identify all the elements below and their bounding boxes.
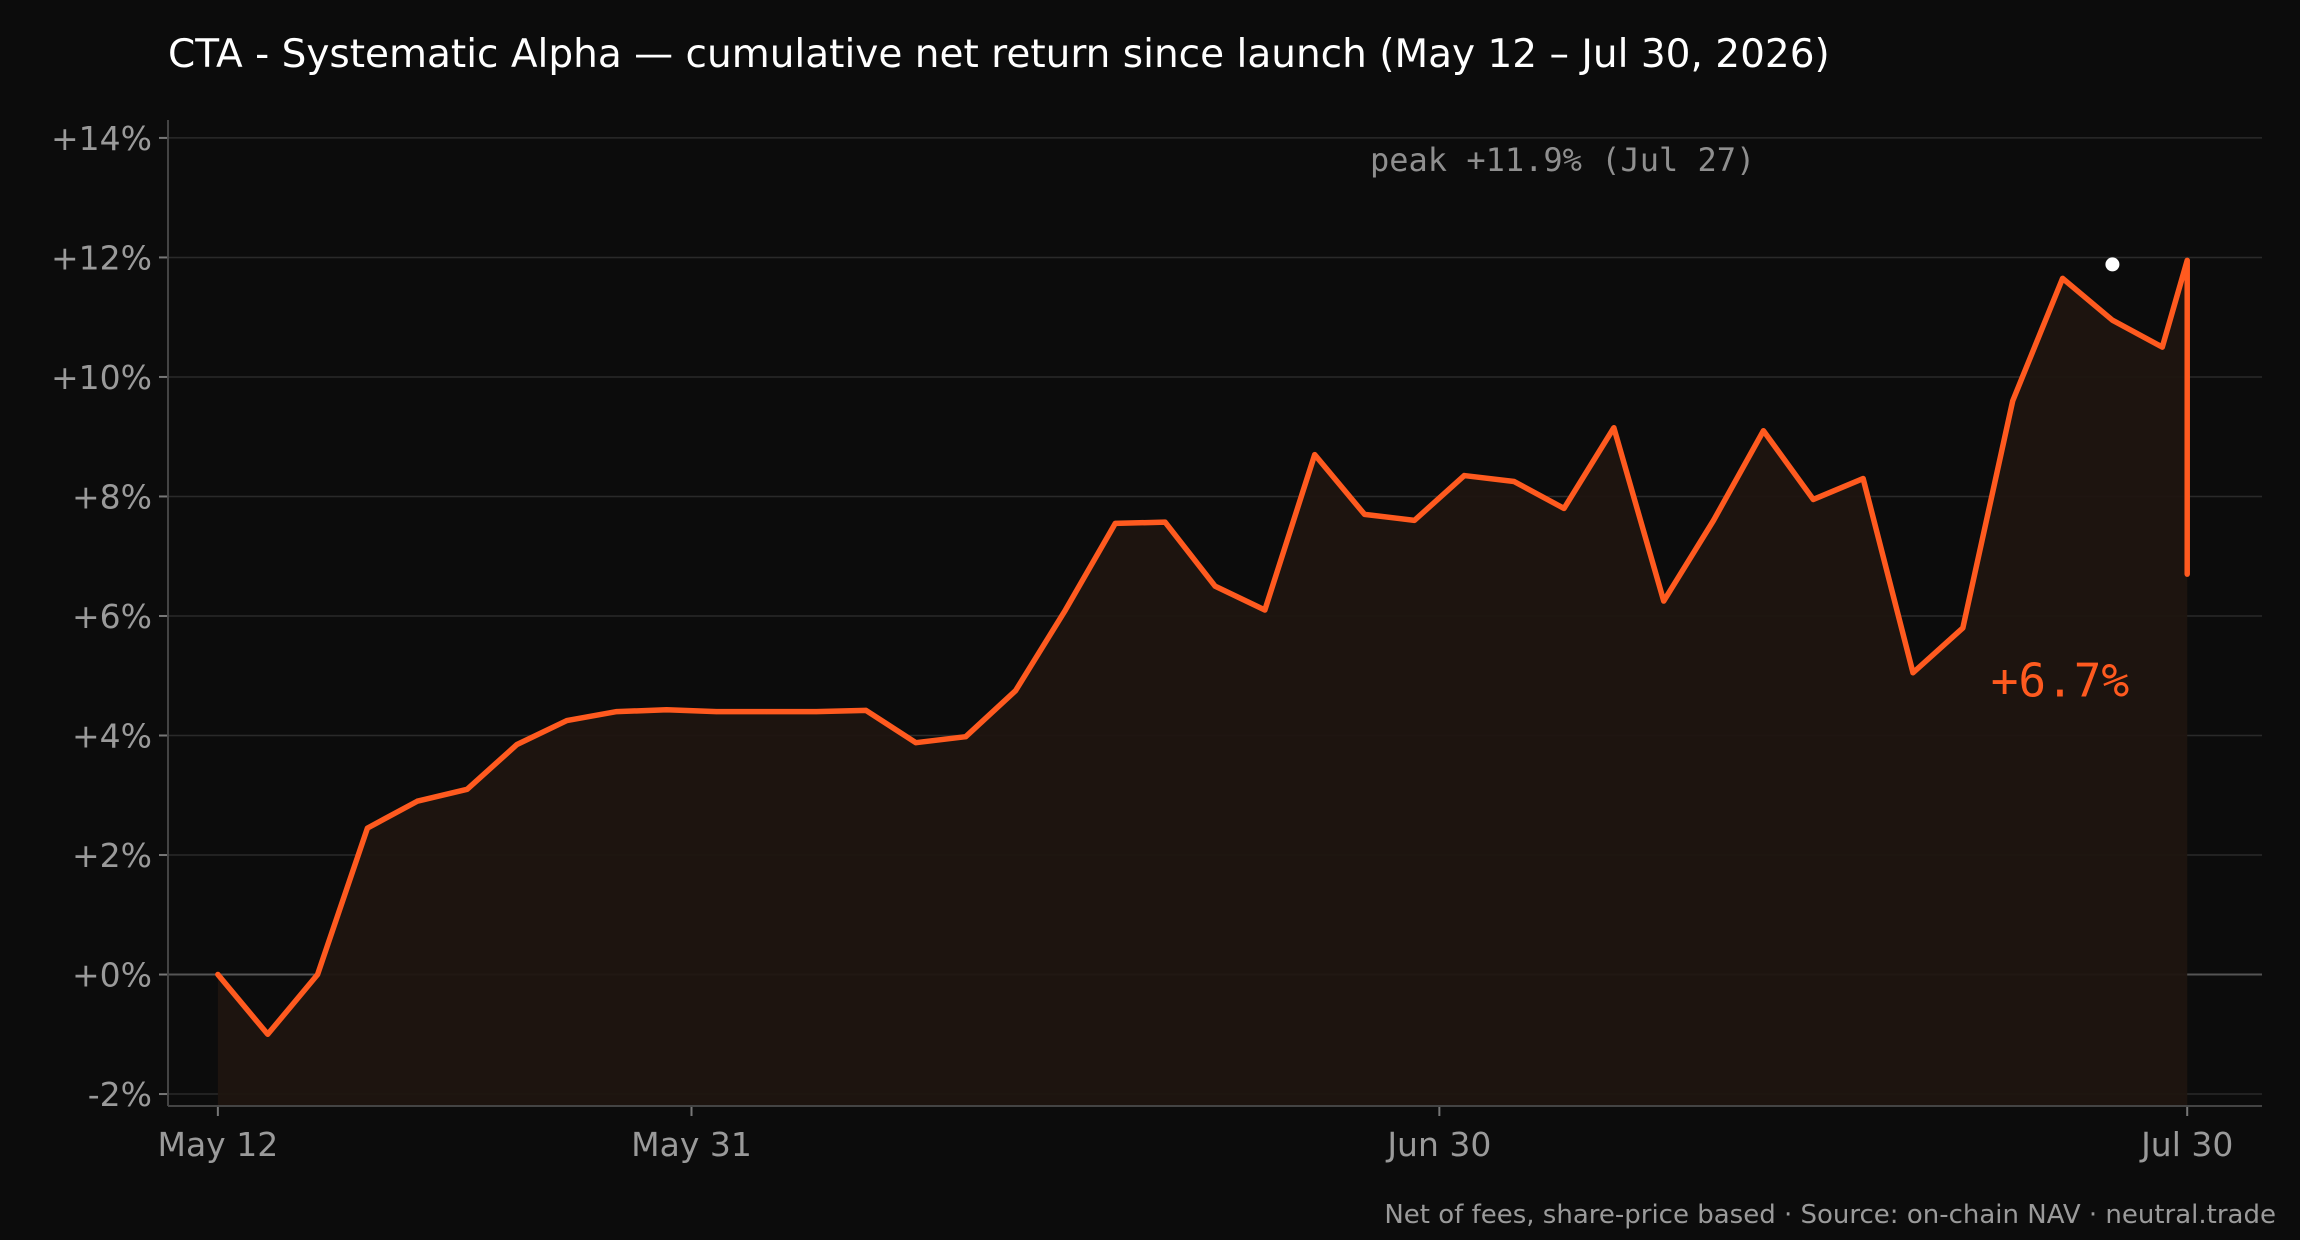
- data-point: [514, 741, 520, 747]
- peak-annotation: peak +11.9% (Jul 27): [1370, 141, 1755, 179]
- series-area: [217, 260, 2188, 1106]
- series-points: [215, 257, 2190, 1037]
- y-tick-label: +4%: [72, 717, 152, 756]
- data-point: [2159, 344, 2165, 350]
- data-point: [913, 740, 919, 746]
- data-point: [713, 709, 719, 715]
- x-axis: May 12 May 31 Jun 30 Jul 30: [157, 1106, 2233, 1164]
- x-tick-label: May 31: [631, 1125, 752, 1164]
- source-footnote: Net of fees, share-price based · Source:…: [1384, 1200, 2276, 1230]
- y-tick-label: +8%: [72, 477, 152, 516]
- data-point: [2060, 275, 2066, 281]
- y-tick-label: +14%: [51, 119, 152, 158]
- data-point: [1312, 452, 1318, 458]
- data-point: [564, 718, 570, 724]
- data-point: [1910, 670, 1916, 676]
- data-point: [2109, 317, 2115, 323]
- data-point: [1013, 688, 1019, 694]
- data-point: [1711, 517, 1717, 523]
- data-point: [1511, 479, 1517, 485]
- data-point: [1561, 505, 1567, 511]
- peak-marker: [2105, 257, 2120, 272]
- series-line: [215, 257, 2190, 1038]
- data-point: [364, 825, 370, 831]
- data-point: [863, 707, 869, 713]
- y-tick-label: +10%: [51, 358, 152, 397]
- data-point: [1162, 519, 1168, 525]
- data-point: [1062, 607, 1068, 613]
- x-tick-label: Jun 30: [1385, 1125, 1491, 1164]
- data-point: [414, 798, 420, 804]
- data-point: [315, 972, 321, 978]
- axes-frame: [167, 120, 2262, 1107]
- data-point: [1461, 473, 1467, 479]
- data-point: [2184, 257, 2190, 263]
- data-point: [1112, 520, 1118, 526]
- data-point: [1611, 425, 1617, 431]
- chart-title: CTA - Systematic Alpha — cumulative net …: [168, 32, 1830, 77]
- data-point: [1860, 476, 1866, 482]
- data-point: [1411, 517, 1417, 523]
- x-tick-label: Jul 30: [2139, 1125, 2233, 1164]
- y-tick-label: -2%: [88, 1075, 152, 1114]
- data-point: [265, 1031, 271, 1037]
- y-axis: -2% +0% +2% +4% +6% +8% +10% +12% +14%: [51, 119, 168, 1114]
- data-point: [813, 709, 819, 715]
- data-point: [1661, 598, 1667, 604]
- data-point: [215, 972, 221, 978]
- data-point: [1960, 625, 1966, 631]
- y-tick-label: +12%: [51, 238, 152, 277]
- data-point: [1212, 583, 1218, 589]
- data-point: [1810, 496, 1816, 502]
- data-point: [2010, 398, 2016, 404]
- data-point: [1362, 511, 1368, 517]
- data-point: [1262, 607, 1268, 613]
- y-tick-label: +6%: [72, 597, 152, 636]
- y-tick-label: +2%: [72, 836, 152, 875]
- data-point: [963, 734, 969, 740]
- data-point: [664, 707, 670, 713]
- last-value-annotation: +6.7%: [1991, 654, 2129, 708]
- data-point: [1760, 428, 1766, 434]
- data-point: [614, 709, 620, 715]
- data-point: [763, 709, 769, 715]
- data-point: [464, 786, 470, 792]
- y-tick-label: +0%: [72, 956, 152, 995]
- x-tick-label: May 12: [157, 1125, 278, 1164]
